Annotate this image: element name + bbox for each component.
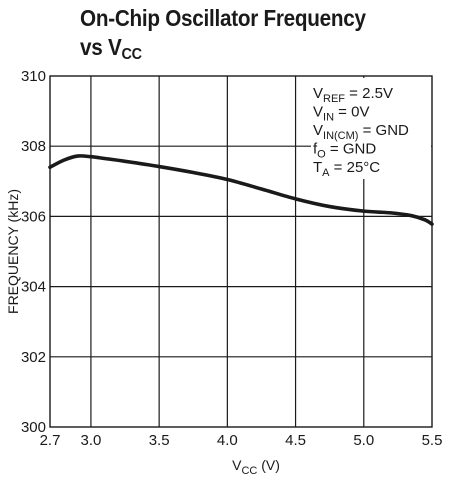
x-tick-label-2: 3.5: [149, 432, 170, 449]
annotation-bg: [311, 78, 431, 179]
tick-labels: 2.7 3.0 3.5 4.0 4.5 5.0 5.5 300 302 304 306 308 310: [21, 68, 442, 449]
plot-border: [49, 75, 433, 428]
x-tick-label-1: 3.0: [80, 432, 101, 449]
chart-title-line2: vs VCC: [80, 33, 413, 69]
x-tick-label-6: 5.5: [422, 432, 443, 449]
y-tick-label-0: 300: [21, 419, 46, 436]
annotation-line-1: VIN = 0V: [313, 104, 369, 124]
chart-title: On-Chip Oscillator Frequency vs VCC: [80, 4, 413, 69]
annotation-line-3: fO = GND: [313, 141, 376, 161]
annotation-line-2: VIN(CM) = GND: [313, 122, 409, 142]
y-axis-label: FREQUENCY (kHz): [5, 189, 21, 314]
series-line-0: [48, 154, 434, 226]
x-tick-label-5: 5.0: [353, 432, 374, 449]
x-tick-label-3: 4.0: [217, 432, 238, 449]
x-tick-label-4: 4.5: [285, 432, 306, 449]
x-tick-label-0: 2.7: [40, 432, 61, 449]
annotation-line-4: TA = 25°C: [313, 159, 380, 179]
axis-labels: VCC (V) FREQUENCY (kHz): [5, 189, 280, 477]
series-layer: [48, 154, 434, 226]
annotation-line-0: VREF = 2.5V: [313, 85, 393, 105]
chart-title-line2-sub: CC: [121, 46, 143, 63]
x-axis-label: VCC (V): [232, 457, 280, 477]
y-tick-label-2: 304: [21, 279, 46, 296]
y-tick-label-3: 306: [21, 208, 46, 225]
chart-title-line2-prefix: vs V: [80, 34, 122, 60]
plot-frame: [49, 75, 433, 428]
y-tick-label-5: 310: [21, 68, 46, 85]
y-tick-label-4: 308: [21, 138, 46, 155]
y-tick-label-1: 302: [21, 349, 46, 366]
chart-title-line1: On-Chip Oscillator Frequency: [80, 5, 366, 31]
